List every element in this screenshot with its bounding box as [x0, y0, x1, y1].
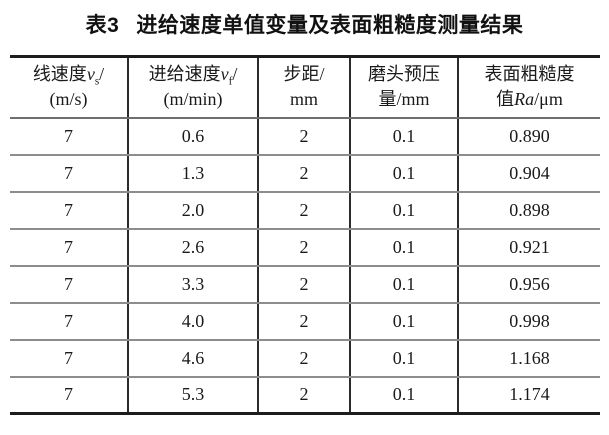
cell-feed-speed: 2.6 — [127, 228, 258, 267]
header-unit: /μm — [534, 89, 563, 110]
cell-roughness: 0.898 — [457, 191, 600, 230]
cell-step: 2 — [257, 117, 350, 156]
cell-roughness: 0.998 — [457, 302, 600, 341]
table-header: 线速度vs/ (m/s) 进给速度vf/ (m/min) 步距/ mm 磨头预压… — [10, 56, 600, 119]
header-text: 值 — [496, 89, 515, 110]
cell-feed-speed: 4.0 — [127, 302, 258, 341]
header-text: 磨头预压 — [368, 64, 440, 85]
header-unit: (m/min) — [163, 89, 223, 110]
col-header-preload: 磨头预压 量/mm — [349, 56, 458, 119]
table-number: 表3 — [85, 14, 120, 37]
cell-preload: 0.1 — [349, 228, 458, 267]
table-row: 7 2.6 2 0.1 0.921 — [10, 228, 600, 267]
cell-preload: 0.1 — [349, 302, 458, 341]
header-text: 进给速度 — [148, 64, 221, 85]
cell-roughness: 1.168 — [457, 339, 600, 378]
cell-linear-speed: 7 — [10, 154, 128, 193]
header-text: 线速度 — [32, 64, 87, 85]
table-row: 7 4.0 2 0.1 0.998 — [10, 302, 600, 341]
cell-linear-speed: 7 — [64, 384, 73, 405]
header-text: / — [99, 64, 105, 85]
page: { "title": { "prefix": "表3", "text": "进给… — [0, 9, 609, 435]
cell-roughness: 0.956 — [457, 265, 600, 304]
table-caption: 表3 进给速度单值变量及表面粗糙度测量结果 — [0, 9, 609, 39]
header-text: 步距/ — [283, 64, 325, 85]
cell-step: 2 — [257, 265, 350, 304]
cell-step: 2 — [257, 376, 350, 414]
col-header-feed-speed: 进给速度vf/ (m/min) — [127, 56, 258, 119]
header-variable: v — [86, 64, 95, 85]
cell-step: 2 — [257, 228, 350, 267]
cell-step: 2 — [257, 302, 350, 341]
cell-preload: 0.1 — [349, 154, 458, 193]
measurement-table: 线速度vs/ (m/s) 进给速度vf/ (m/min) 步距/ mm 磨头预压… — [10, 55, 600, 415]
header-variable: Ra — [514, 89, 535, 110]
col-header-roughness: 表面粗糙度 值Ra/μm — [457, 56, 600, 119]
header-text: / — [232, 64, 238, 85]
header-variable: v — [220, 64, 229, 85]
table-row: 7 0.6 2 0.1 0.890 — [10, 117, 600, 156]
header-unit: 量/mm — [378, 89, 430, 110]
cell-feed-speed: 1.3 — [127, 154, 258, 193]
cell-preload: 0.1 — [349, 339, 458, 378]
cell-feed-speed: 4.6 — [127, 339, 258, 378]
cell-linear-speed: 7 — [10, 228, 128, 267]
cell-preload: 0.1 — [349, 191, 458, 230]
header-subscript: f — [228, 75, 233, 88]
table-title-text: 进给速度单值变量及表面粗糙度测量结果 — [136, 14, 524, 37]
cell-linear-speed: 7 — [10, 302, 128, 341]
header-row: 线速度vs/ (m/s) 进给速度vf/ (m/min) 步距/ mm 磨头预压… — [10, 56, 600, 119]
cell-roughness: 0.904 — [457, 154, 600, 193]
cell-roughness: 1.174 — [457, 376, 600, 414]
cell-linear-speed: 7 — [10, 339, 128, 378]
table-row: 7 1.3 2 0.1 0.904 — [10, 154, 600, 193]
cell-step: 2 — [257, 191, 350, 230]
table-row: 7 4.6 2 0.1 1.168 — [10, 339, 600, 378]
table-row: 7 2.0 2 0.1 0.898 — [10, 191, 600, 230]
cell-feed-speed: 3.3 — [127, 265, 258, 304]
cell-preload: 0.1 — [349, 265, 458, 304]
col-header-step-distance: 步距/ mm — [257, 56, 350, 119]
table-row: 7 5.3 2 0.1 1.174 — [10, 376, 600, 414]
header-unit: (m/s) — [49, 89, 88, 110]
cell-roughness: 0.890 — [457, 117, 600, 156]
col-header-linear-speed: 线速度vs/ (m/s) — [10, 56, 128, 119]
cell-feed-speed: 2.0 — [127, 191, 258, 230]
cell-linear-speed: 7 — [10, 265, 128, 304]
header-subscript: s — [94, 75, 100, 88]
cell-preload: 0.1 — [349, 117, 458, 156]
cell-step: 2 — [257, 154, 350, 193]
header-text: 表面粗糙度 — [484, 64, 575, 85]
table-body: 7 0.6 2 0.1 0.890 7 1.3 2 0.1 0.904 7 2.… — [10, 117, 600, 414]
cell-linear-speed: 7 — [10, 191, 128, 230]
cell-roughness: 0.921 — [457, 228, 600, 267]
cell-preload: 0.1 — [349, 376, 458, 414]
header-unit: mm — [289, 89, 318, 110]
cell-feed-speed: 0.6 — [127, 117, 258, 156]
table-row: 7 3.3 2 0.1 0.956 — [10, 265, 600, 304]
cell-linear-speed: 7 — [10, 117, 128, 156]
cell-step: 2 — [257, 339, 350, 378]
cell-feed-speed: 5.3 — [127, 376, 258, 414]
